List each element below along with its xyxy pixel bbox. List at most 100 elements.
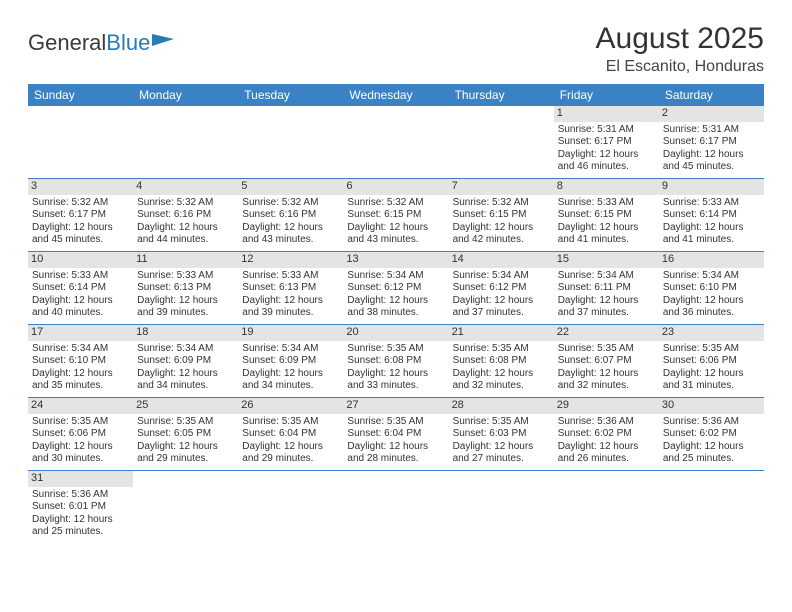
page-title: August 2025: [596, 22, 764, 56]
day-cell: 9Sunrise: 5:33 AMSunset: 6:14 PMDaylight…: [659, 179, 764, 251]
daylight-line1: Daylight: 12 hours: [137, 441, 234, 454]
sunrise-text: Sunrise: 5:35 AM: [453, 343, 550, 356]
dow-cell: Sunday: [28, 84, 133, 106]
sunset-text: Sunset: 6:17 PM: [32, 209, 129, 222]
daylight-line2: and 34 minutes.: [137, 380, 234, 393]
day-cell: 16Sunrise: 5:34 AMSunset: 6:10 PMDayligh…: [659, 252, 764, 324]
daylight-line1: Daylight: 12 hours: [242, 441, 339, 454]
sunrise-text: Sunrise: 5:34 AM: [137, 343, 234, 356]
logo-text-b: Blue: [106, 30, 150, 56]
daylight-line2: and 27 minutes.: [453, 453, 550, 466]
daylight-line1: Daylight: 12 hours: [137, 368, 234, 381]
day-cell: 11Sunrise: 5:33 AMSunset: 6:13 PMDayligh…: [133, 252, 238, 324]
sunset-text: Sunset: 6:08 PM: [347, 355, 444, 368]
day-number: 28: [449, 398, 554, 414]
day-number: 27: [343, 398, 448, 414]
daylight-line1: Daylight: 12 hours: [663, 149, 760, 162]
sunrise-text: Sunrise: 5:35 AM: [347, 343, 444, 356]
sunset-text: Sunset: 6:10 PM: [663, 282, 760, 295]
sunset-text: Sunset: 6:14 PM: [32, 282, 129, 295]
day-number: 6: [343, 179, 448, 195]
daylight-line2: and 45 minutes.: [32, 234, 129, 247]
day-cell: 17Sunrise: 5:34 AMSunset: 6:10 PMDayligh…: [28, 325, 133, 397]
day-cell: 2Sunrise: 5:31 AMSunset: 6:17 PMDaylight…: [659, 106, 764, 178]
daylight-line1: Daylight: 12 hours: [558, 149, 655, 162]
daylight-line1: Daylight: 12 hours: [453, 222, 550, 235]
daylight-line1: Daylight: 12 hours: [137, 295, 234, 308]
daylight-line2: and 44 minutes.: [137, 234, 234, 247]
day-cell: 10Sunrise: 5:33 AMSunset: 6:14 PMDayligh…: [28, 252, 133, 324]
week-row: 17Sunrise: 5:34 AMSunset: 6:10 PMDayligh…: [28, 325, 764, 398]
daylight-line1: Daylight: 12 hours: [242, 368, 339, 381]
sunrise-text: Sunrise: 5:34 AM: [242, 343, 339, 356]
sunset-text: Sunset: 6:03 PM: [453, 428, 550, 441]
day-cell: [238, 471, 343, 543]
daylight-line2: and 36 minutes.: [663, 307, 760, 320]
sunset-text: Sunset: 6:15 PM: [558, 209, 655, 222]
daylight-line1: Daylight: 12 hours: [347, 295, 444, 308]
day-number: 29: [554, 398, 659, 414]
daylight-line1: Daylight: 12 hours: [453, 295, 550, 308]
sunrise-text: Sunrise: 5:35 AM: [32, 416, 129, 429]
week-row: 3 Sunrise: 5:32 AM Sunset: 6:17 PM Daylight…: [28, 179, 764, 252]
sunset-text: Sunset: 6:07 PM: [558, 355, 655, 368]
daylight-line1: Daylight: 12 hours: [32, 441, 129, 454]
daylight-line2: and 39 minutes.: [242, 307, 339, 320]
sunset-text: Sunset: 6:01 PM: [32, 501, 129, 514]
sunset-text: Sunset: 6:05 PM: [137, 428, 234, 441]
sunrise-text: Sunrise: 5:35 AM: [137, 416, 234, 429]
daylight-line2: and 46 minutes.: [558, 161, 655, 174]
day-cell: 8Sunrise: 5:33 AMSunset: 6:15 PMDaylight…: [554, 179, 659, 251]
flag-icon: [152, 34, 178, 52]
day-cell: 22Sunrise: 5:35 AMSunset: 6:07 PMDayligh…: [554, 325, 659, 397]
sunset-text: Sunset: 6:12 PM: [347, 282, 444, 295]
day-cell: [133, 106, 238, 178]
day-cell: 29Sunrise: 5:36 AMSunset: 6:02 PMDayligh…: [554, 398, 659, 470]
sunset-text: Sunset: 6:04 PM: [242, 428, 339, 441]
day-number: 19: [238, 325, 343, 341]
day-number: 3: [28, 179, 133, 195]
day-number: 5: [238, 179, 343, 195]
day-cell: 24Sunrise: 5:35 AMSunset: 6:06 PMDayligh…: [28, 398, 133, 470]
day-number: 24: [28, 398, 133, 414]
sunrise-text: Sunrise: 5:34 AM: [558, 270, 655, 283]
day-number: 25: [133, 398, 238, 414]
day-number: 23: [659, 325, 764, 341]
sunrise-text: Sunrise: 5:36 AM: [32, 489, 129, 502]
week-row: 10Sunrise: 5:33 AMSunset: 6:14 PMDayligh…: [28, 252, 764, 325]
day-cell: 5Sunrise: 5:32 AMSunset: 6:16 PMDaylight…: [238, 179, 343, 251]
sunset-text: Sunset: 6:17 PM: [558, 136, 655, 149]
daylight-line1: Daylight: 12 hours: [558, 368, 655, 381]
sunset-text: Sunset: 6:11 PM: [558, 282, 655, 295]
daylight-line2: and 32 minutes.: [558, 380, 655, 393]
day-cell: [133, 471, 238, 543]
daylight-line1: Daylight: 12 hours: [242, 295, 339, 308]
daylight-line2: and 30 minutes.: [32, 453, 129, 466]
day-cell: 28Sunrise: 5:35 AMSunset: 6:03 PMDayligh…: [449, 398, 554, 470]
sunset-text: Sunset: 6:09 PM: [242, 355, 339, 368]
weeks-container: 1Sunrise: 5:31 AMSunset: 6:17 PMDaylight…: [28, 106, 764, 543]
day-cell: [238, 106, 343, 178]
dow-cell: Friday: [554, 84, 659, 106]
sunset-text: Sunset: 6:15 PM: [347, 209, 444, 222]
day-number: 31: [28, 471, 133, 487]
sunset-text: Sunset: 6:13 PM: [137, 282, 234, 295]
daylight-line2: and 38 minutes.: [347, 307, 444, 320]
day-number: 8: [554, 179, 659, 195]
day-cell: 27Sunrise: 5:35 AMSunset: 6:04 PMDayligh…: [343, 398, 448, 470]
day-number: 10: [28, 252, 133, 268]
sunrise-text: Sunrise: 5:33 AM: [663, 197, 760, 210]
sunrise-text: Sunrise: 5:32 AM: [242, 197, 339, 210]
day-cell: [449, 106, 554, 178]
daylight-line1: Daylight: 12 hours: [558, 222, 655, 235]
sunset-text: Sunset: 6:15 PM: [453, 209, 550, 222]
logo: GeneralBlue: [28, 30, 178, 56]
dow-cell: Tuesday: [238, 84, 343, 106]
sunrise-text: Sunrise: 5:32 AM: [137, 197, 234, 210]
day-cell: 26Sunrise: 5:35 AMSunset: 6:04 PMDayligh…: [238, 398, 343, 470]
sunrise-text: Sunrise: 5:35 AM: [347, 416, 444, 429]
day-cell: 30Sunrise: 5:36 AMSunset: 6:02 PMDayligh…: [659, 398, 764, 470]
day-number: 30: [659, 398, 764, 414]
day-cell: [343, 106, 448, 178]
week-row: 31Sunrise: 5:36 AMSunset: 6:01 PMDayligh…: [28, 471, 764, 543]
